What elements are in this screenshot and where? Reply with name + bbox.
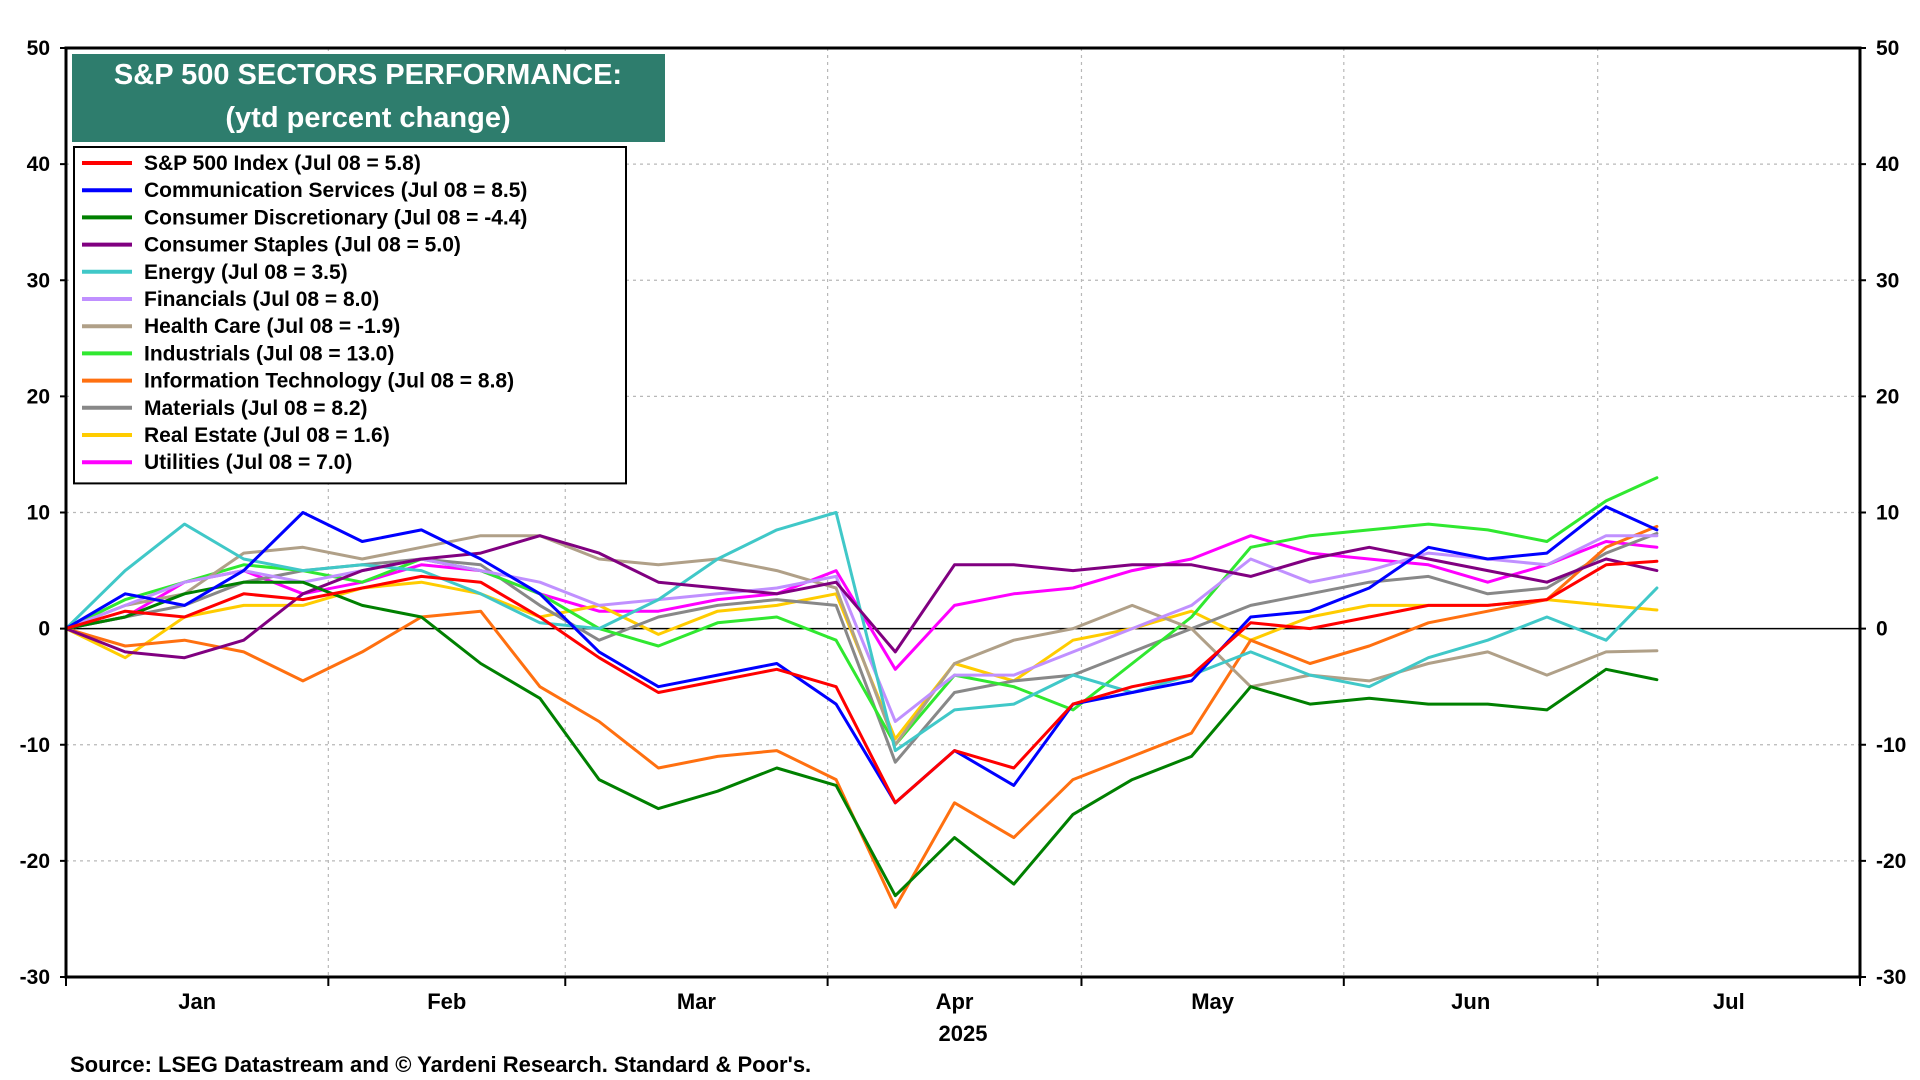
legend-entry: Health Care (Jul 08 = -1.9) <box>144 315 400 338</box>
legend-entry: Materials (Jul 08 = 8.2) <box>144 397 368 420</box>
legend-entry: Energy (Jul 08 = 3.5) <box>144 261 348 284</box>
legend-entry: Industrials (Jul 08 = 13.0) <box>144 342 394 365</box>
month-label: May <box>1191 989 1235 1014</box>
legend-entry: Information Technology (Jul 08 = 8.8) <box>144 370 514 393</box>
month-label: Jul <box>1713 989 1745 1014</box>
legend-entry: Utilities (Jul 08 = 7.0) <box>144 451 352 474</box>
legend-entry: Real Estate (Jul 08 = 1.6) <box>144 424 390 447</box>
y-tick-label-left: 40 <box>27 153 50 176</box>
legend-entry: Consumer Discretionary (Jul 08 = -4.4) <box>144 206 527 229</box>
legend: S&P 500 Index (Jul 08 = 5.8) Communicatio… <box>73 146 627 485</box>
legend-entry: Consumer Staples (Jul 08 = 5.0) <box>144 234 461 257</box>
series-line <box>64 511 1659 753</box>
y-tick-label-left: 0 <box>38 618 50 641</box>
title-box: S&P 500 SECTORS PERFORMANCE: (ytd percen… <box>72 54 665 142</box>
y-tick-label-left: 20 <box>27 385 50 408</box>
month-label: Apr <box>936 989 974 1014</box>
y-tick-label-right: -20 <box>1876 850 1906 873</box>
chart-title: S&P 500 SECTORS PERFORMANCE: <box>114 59 622 91</box>
source-note: Source: LSEG Datastream and © Yardeni Re… <box>70 1052 811 1077</box>
legend-box <box>73 146 627 485</box>
y-tick-label-right: -10 <box>1876 734 1906 757</box>
series-line <box>64 505 1659 805</box>
y-tick-label-right: 40 <box>1876 153 1899 176</box>
y-tick-label-right: 30 <box>1876 269 1899 292</box>
month-label: Feb <box>427 989 466 1014</box>
month-label: Jun <box>1451 989 1490 1014</box>
y-tick-label-right: -30 <box>1876 966 1906 989</box>
y-tick-label-left: -10 <box>20 734 50 757</box>
legend-entry: S&P 500 Index (Jul 08 = 5.8) <box>144 152 421 175</box>
y-tick-label-right: 0 <box>1876 618 1888 641</box>
y-tick-label-right: 10 <box>1876 502 1899 525</box>
y-tick-label-left: -30 <box>20 966 50 989</box>
legend-entry: Communication Services (Jul 08 = 8.5) <box>144 179 527 202</box>
title-background <box>72 54 665 142</box>
year-label: 2025 <box>939 1021 988 1046</box>
y-tick-label-left: 10 <box>27 502 50 525</box>
month-label: Mar <box>677 989 717 1014</box>
chart-subtitle: (ytd percent change) <box>225 102 510 134</box>
series-line <box>64 559 1659 805</box>
y-tick-label-left: 50 <box>27 37 50 60</box>
y-tick-label-left: 30 <box>27 269 50 292</box>
month-label: Jan <box>178 989 216 1014</box>
series-line <box>64 534 1659 723</box>
series-line <box>64 534 1659 660</box>
legend-entry: Financials (Jul 08 = 8.0) <box>144 288 379 311</box>
y-tick-label-right: 50 <box>1876 37 1899 60</box>
series-layer <box>64 476 1659 909</box>
axis-layer: -30 -30 -20 -20 -10 -10 0 0 10 10 20 20 30 30 40 40 50 50… <box>20 37 1907 1014</box>
y-tick-label-right: 20 <box>1876 385 1899 408</box>
y-tick-label-left: -20 <box>20 850 50 873</box>
